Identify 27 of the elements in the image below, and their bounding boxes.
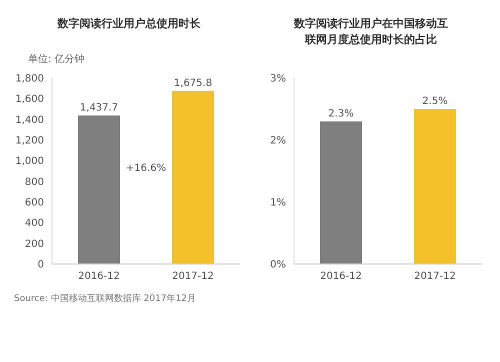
y-tick-label: 1,800 [15, 74, 44, 85]
x-tick-label: 2017-12 [172, 271, 214, 282]
x-tick-label: 2016-12 [78, 271, 120, 282]
data-label: 2.5% [422, 96, 448, 107]
y-tick-label: 2% [270, 136, 286, 147]
data-label: 1,675.8 [174, 78, 212, 89]
data-label: 2.3% [328, 108, 354, 120]
y-tick-label: 1,400 [15, 114, 44, 126]
y-axis-title: 单位: 亿分钟 [27, 52, 86, 67]
x-tick-label: 2017-12 [414, 271, 456, 282]
chart-title: 数字阅读行业用户总使用时长 [56, 16, 202, 32]
y-tick-label: 1,200 [15, 136, 44, 147]
y-tick-label: 200 [24, 238, 44, 250]
source-note: Source: 中国移动互联网数据库 2017年12月 [13, 292, 198, 305]
y-tick-label: 1% [270, 198, 286, 209]
y-tick-label: 800 [24, 176, 44, 188]
y-tick-label: 0 [38, 260, 44, 271]
annotation: +16.6% [126, 163, 166, 174]
chart-title: 数字阅读行业用户在中国移动互联网月度总使用时长的占比 [292, 16, 449, 48]
y-tick-label: 400 [24, 218, 44, 230]
y-tick-label: 600 [24, 198, 44, 209]
data-label: 1,437.7 [80, 102, 118, 114]
y-tick-label: 1,600 [15, 94, 44, 106]
x-tick-label: 2016-12 [320, 271, 362, 282]
y-tick-label: 0% [270, 260, 286, 271]
y-tick-label: 1,000 [15, 156, 44, 168]
y-tick-label: 3% [270, 74, 286, 85]
